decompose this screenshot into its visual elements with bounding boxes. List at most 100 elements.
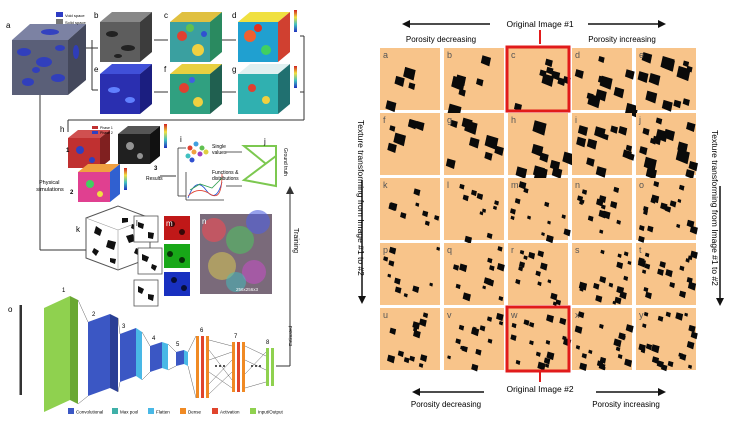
tile-n: n [572,178,632,240]
nn-legend-swatch [212,408,218,414]
tile-label: q [447,245,452,255]
nn-legend-swatch [68,408,74,414]
tile-label: c [511,50,516,60]
colorbar-h [164,124,167,148]
tile-label: g [447,115,452,125]
panel-label-k: k [76,225,81,234]
tile-pores [445,117,504,169]
physical-sim-label: Physical simulations [36,180,64,193]
tile-c: c [505,45,571,113]
slices-l [133,215,163,307]
tile-pores [447,312,504,372]
tile-pores [387,118,425,154]
tile-label: a [383,50,388,60]
panel-label-i: i [180,135,182,144]
tile-label: d [575,50,580,60]
tile-s: s [572,243,632,305]
panel-label-n: n [202,217,206,226]
training-arrowhead [286,186,294,194]
nn-legend-swatch [112,408,118,414]
tile-h: h [508,113,576,185]
tile-background [508,308,568,370]
panel-label-d: d [232,11,236,20]
tile-pores [459,183,499,244]
ground-truth-label: Ground truth [282,148,288,176]
nn-legend-label: Flatten [156,410,170,415]
tile-pores [510,181,571,244]
tile-pores [513,58,571,112]
tile-p: p [380,243,441,305]
left-panel: Void space Solid space [6,10,305,415]
tile-pores [574,311,634,372]
tile-pores [638,311,698,372]
single-values-line2: values [212,150,227,156]
tile-x: x [572,308,634,372]
tile-m: m [508,178,571,244]
tile-label: s [575,245,580,255]
tile-l: l [444,178,504,244]
legend-void-label: Void space [65,13,85,18]
layer-number-5: 5 [176,342,180,348]
layer-number-8: 8 [266,340,270,346]
tile-background [444,243,504,305]
sim-number-3: 3 [154,166,158,172]
original-image-highlight [505,45,571,113]
tile-label: r [511,245,514,255]
channels-m [164,216,190,296]
colorbar-d [294,10,297,32]
tile-u: u [380,308,440,370]
tile-background [380,243,440,305]
panel-label-b: b [94,11,99,20]
tile-label: k [383,180,388,190]
tile-pores [388,188,440,226]
tile-label: i [575,115,577,125]
phase1-label: Phase 1 [100,126,113,130]
functions-line2: distributions [212,176,239,182]
panel-label-a: a [6,21,11,30]
tile-pores [638,181,698,243]
original-image-highlight [505,305,571,373]
results-label: Results [146,176,163,182]
porosity-increasing-top: Porosity increasing [588,35,656,44]
tile-pores [515,120,576,185]
connectors-i-j [177,147,242,197]
layer-number-2: 2 [92,312,96,318]
bottom-arrows [412,388,666,396]
tile-background [508,178,568,240]
tile-b: b [444,48,504,119]
tile-i: i [572,113,635,178]
porosity-decreasing-top: Porosity decreasing [406,35,476,44]
panel-label-g: g [232,65,236,74]
tile-pores [515,249,561,307]
tile-label: f [383,115,386,125]
phase2-swatch [92,131,98,134]
ground-truth-triangle-j [241,145,277,188]
cube-d [238,12,290,62]
tile-label: n [575,180,580,190]
nn-legend-label: Activation [220,410,240,415]
tile-pores [385,66,416,113]
tile-r: r [508,243,568,307]
layer-number-6: 6 [200,328,204,334]
tile-label: l [447,180,449,190]
nn-legend: Convolutional Max pool Flatten Dense Activat… [68,408,284,415]
tile-pores [578,249,632,305]
tile-q: q [444,243,505,305]
estimated-label: Estimated [288,325,293,346]
tile-j: j [636,113,698,180]
cube-g [238,64,290,114]
tile-label: j [638,115,641,125]
tile-pores [639,117,698,180]
panel-label-h: h [60,125,64,134]
tile-a: a [380,48,440,113]
left-vertical-label: Texture transforming from Image #1 to #2 [356,120,366,276]
nn-legend-swatch [250,408,256,414]
nn-legend-swatch [180,408,186,414]
bottom-center-label: Original Image #2 [506,384,573,394]
tile-pores [637,52,693,112]
colorbar-g [294,66,297,88]
tile-pores [387,312,429,368]
sim-number-1: 1 [66,148,70,154]
top-arrows [402,20,666,28]
